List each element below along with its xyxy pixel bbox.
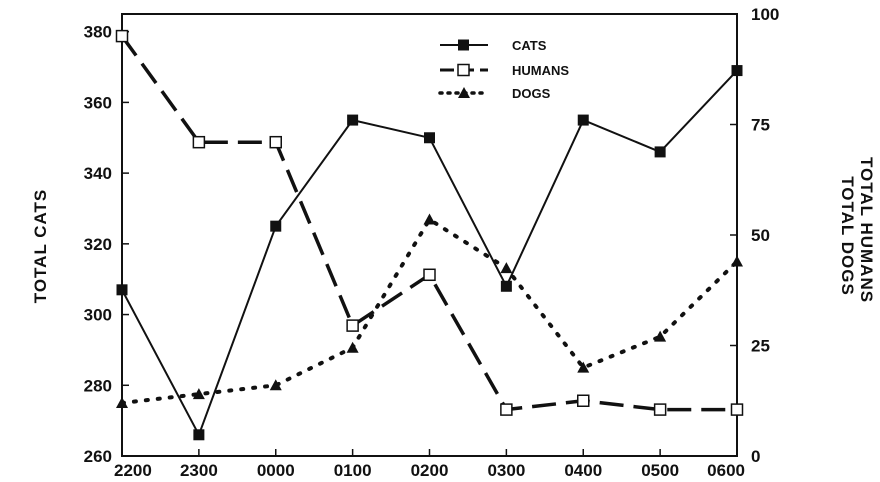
point-humans [577,394,590,407]
legend-cats-label: CATS [512,38,547,53]
x-tick-label: 0600 [707,461,745,480]
point-cats [731,65,743,77]
left-tick-label: 260 [84,447,112,466]
point-dogs [577,361,590,373]
point-humans [115,29,129,43]
right-axis-title-humans: TOTAL HUMANS [857,157,876,303]
point-dogs [192,388,205,400]
point-humans [269,135,282,149]
series-line-cats [121,69,738,436]
point-humans [346,319,359,332]
point-dogs [654,330,667,342]
right-tick-label: 0 [751,447,760,466]
point-dogs [116,396,128,408]
point-cats [500,280,512,292]
legend-cats-marker [458,39,469,51]
right-tick-label: 75 [751,116,770,135]
point-dogs [500,262,513,274]
x-tick-label: 2300 [180,461,218,480]
point-humans [653,403,667,416]
point-cats [577,114,589,126]
point-humans [423,268,436,282]
legend: CATS HUMANS DOGS [438,38,569,101]
left-axis-title: TOTAL CATS [31,189,50,304]
left-tick-label: 380 [84,23,112,42]
point-dogs [423,213,436,225]
legend-humans-marker [457,63,470,77]
left-tick-label: 320 [84,235,112,254]
x-tick-label: 0200 [411,461,449,480]
x-tick-label: 0000 [257,461,295,480]
point-cats [654,146,666,158]
left-tick-label: 340 [84,164,112,183]
legend-dogs-marker [458,87,470,98]
right-tick-label: 100 [751,5,779,24]
point-humans [500,403,513,416]
right-axis-title-dogs: TOTAL DOGS [838,176,857,296]
legend-dogs-label: DOGS [512,86,551,101]
point-cats [347,114,359,126]
point-dogs [346,341,359,353]
x-tick-label: 0100 [334,461,372,480]
series-line-dogs [120,217,739,405]
point-cats [270,220,282,232]
point-humans [730,403,744,416]
x-tick-label: 0300 [487,461,525,480]
left-tick-label: 280 [84,376,112,395]
point-humans [192,135,206,149]
plot-frame [121,13,738,457]
point-dogs [731,255,743,267]
point-cats [424,132,435,144]
legend-humans-label: HUMANS [512,63,569,78]
x-tick-label: 0400 [564,461,602,480]
point-cats [116,284,128,296]
x-tick-label: 0500 [641,461,679,480]
left-tick-label: 300 [84,306,112,325]
point-dogs [269,379,282,391]
x-tick-label: 2200 [114,461,152,480]
right-tick-label: 50 [751,226,770,245]
point-cats [193,429,205,441]
right-tick-label: 25 [751,337,770,356]
left-tick-label: 360 [84,93,112,112]
